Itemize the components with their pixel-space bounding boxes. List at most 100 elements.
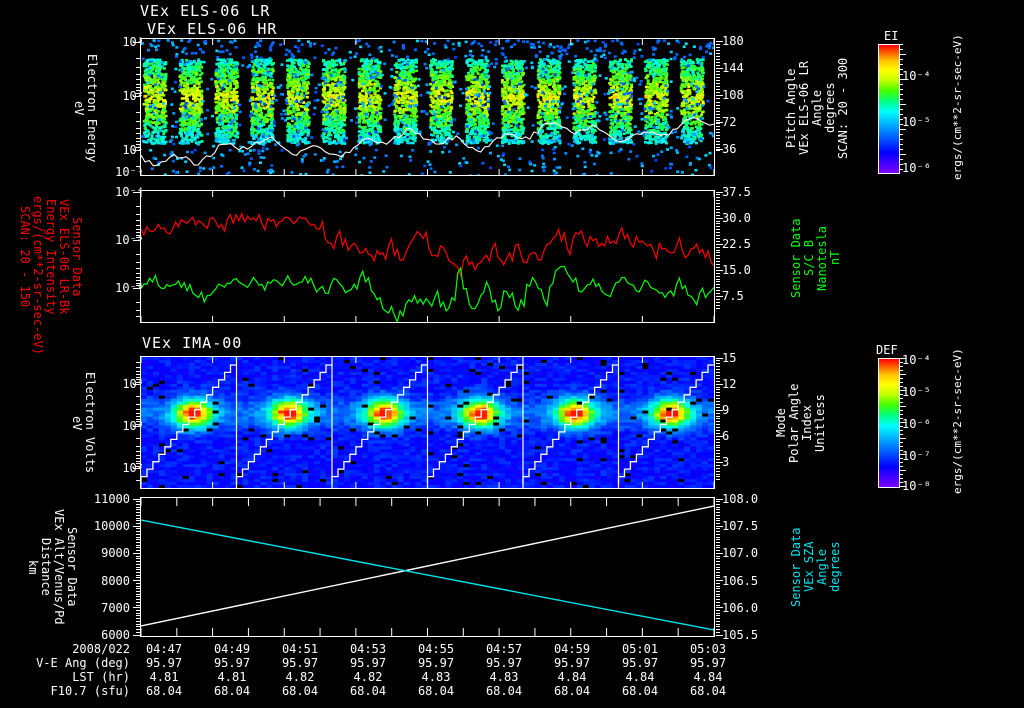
axis-minor-tick (716, 577, 720, 579)
axis-minor-tick (716, 290, 720, 292)
axis-minor-tick (716, 287, 720, 289)
footer-cell: 4.84 (693, 670, 723, 684)
axis-minor-tick (716, 596, 720, 598)
footer-cell: 04:47 (145, 642, 183, 656)
axis-minor-tick (136, 566, 140, 568)
footer-cell: 05:01 (621, 642, 659, 656)
axis-minor-tick (716, 141, 720, 143)
footer-cell: 95.97 (485, 656, 523, 670)
footer-cell: 68.04 (689, 684, 727, 698)
axis-minor-tick (716, 620, 720, 622)
axis-minor-tick (716, 261, 720, 263)
axis-minor-tick (716, 547, 720, 549)
axis-minor-tick (716, 555, 720, 557)
axis-minor-tick (716, 252, 720, 254)
colorbar-tick (900, 54, 906, 55)
tick-label: 15.0 (722, 263, 751, 277)
axis-minor-tick (716, 509, 720, 511)
axis-minor-tick (716, 249, 720, 251)
footer-cell: 95.97 (145, 656, 183, 670)
axis-minor-tick (716, 264, 720, 265)
axis-minor-tick (716, 601, 720, 603)
axis-minor-tick (136, 465, 140, 467)
axis-minor-tick (136, 316, 140, 318)
axis-minor-tick (716, 304, 720, 306)
axis-minor-tick (136, 237, 140, 239)
axis-minor-tick (136, 569, 140, 571)
axis-minor-tick (136, 253, 140, 255)
axis-minor-tick (716, 217, 720, 219)
axis-minor-tick (716, 144, 720, 146)
colorbar-tick (900, 129, 906, 130)
colorbar-tick (900, 482, 903, 483)
tick-label: 9 (722, 403, 730, 417)
axis-minor-tick (716, 566, 720, 568)
axis-minor-tick (716, 401, 720, 402)
axis-minor-tick (136, 232, 140, 234)
axis-minor-tick (136, 458, 140, 460)
colorbar-tick (900, 366, 903, 367)
footer-cell: 95.97 (417, 656, 455, 670)
axis-minor-tick (716, 119, 720, 121)
axis-minor-tick (716, 582, 720, 584)
colorbar-tick (900, 159, 903, 160)
tick-label: 106.0 (722, 600, 759, 615)
axis-minor-tick (716, 389, 720, 391)
footer-cell: 68.04 (485, 684, 523, 698)
axis-minor-tick (716, 246, 720, 248)
axis-minor-tick (716, 377, 720, 379)
colorbar-tick (900, 134, 903, 135)
axis-minor-tick (136, 620, 140, 622)
axis-minor-tick (136, 220, 140, 222)
colorbar-tick (900, 79, 906, 80)
axis-tick (716, 148, 723, 150)
axis-minor-tick (716, 503, 720, 505)
axis-minor-tick (716, 89, 720, 91)
axis-minor-tick (716, 479, 720, 481)
axis-minor-tick (716, 514, 720, 516)
tick-label: 10⁻⁶ (902, 161, 931, 175)
axis-minor-tick (716, 122, 720, 124)
colorbar-tick (900, 414, 903, 415)
axis-minor-tick (136, 623, 140, 625)
axis-minor-tick (136, 533, 140, 535)
axis-tick (133, 239, 140, 241)
colorbar-tick (900, 378, 903, 379)
colorbar-tick (900, 394, 903, 395)
axis-minor-tick (716, 447, 720, 449)
axis-minor-tick (716, 132, 720, 133)
footer-cell: 04:51 (281, 642, 319, 656)
footer-cell: 04:55 (417, 642, 455, 656)
panel2-right-axis-caption: Sensor Data S/C B Nanotesla nT (789, 218, 842, 298)
axis-minor-tick (716, 604, 720, 606)
axis-minor-tick (136, 596, 140, 598)
axis-minor-tick (136, 610, 140, 612)
axis-minor-tick (716, 536, 720, 538)
axis-minor-tick (136, 552, 140, 554)
axis-minor-tick (136, 577, 140, 579)
axis-minor-tick (716, 52, 720, 54)
colorbar-tick (900, 358, 906, 359)
colorbar-tick (900, 402, 903, 403)
axis-minor-tick (136, 412, 140, 414)
footer-cell: 4.84 (557, 670, 587, 684)
axis-minor-tick (716, 138, 720, 140)
panel1-left-axis-caption: Electron Energy eV (72, 53, 99, 163)
panel4-plot (141, 498, 714, 636)
axis-minor-tick (716, 307, 720, 309)
axis-minor-tick (716, 561, 720, 563)
axis-minor-tick (716, 110, 720, 112)
axis-minor-tick (136, 310, 140, 312)
axis-minor-tick (716, 415, 720, 417)
axis-minor-tick (136, 144, 140, 146)
axis-minor-tick (136, 574, 140, 576)
colorbar-tick (900, 430, 903, 431)
axis-minor-tick (716, 298, 720, 300)
axis-minor-tick (716, 571, 720, 573)
axis-minor-tick (136, 276, 140, 278)
axis-minor-tick (716, 258, 720, 260)
axis-minor-tick (136, 379, 140, 381)
colorbar-tick (900, 410, 903, 411)
axis-minor-tick (716, 552, 720, 554)
panel2-plot (141, 191, 714, 322)
